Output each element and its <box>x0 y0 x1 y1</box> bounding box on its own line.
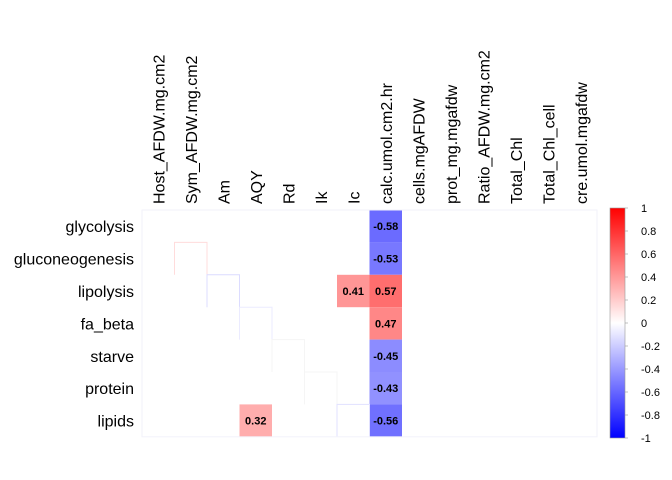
colorbar-tick-label: 0.8 <box>641 226 656 238</box>
row-label: fa_beta <box>81 316 134 333</box>
column-label: Sym_AFDW.mg.cm2 <box>184 55 201 204</box>
row-label: protein <box>85 381 134 398</box>
colorbar-tick-label: -0.2 <box>641 341 660 353</box>
colorbar: 1 0.8 0.6 0.4 0.2 0 -0.2 -0.4 -0.6 -0.8 -1 <box>609 203 660 445</box>
column-label: Ic <box>346 192 363 204</box>
grid-line <box>304 371 338 405</box>
grid-line <box>174 241 208 275</box>
column-label: cells.mgAFDW <box>411 97 428 204</box>
column-label: cre.umol.mgafdw <box>574 82 591 204</box>
heatmap-cell <box>369 339 402 372</box>
colorbar-tick-label: -1 <box>641 433 651 445</box>
colorbar-tick-label: 0 <box>641 318 647 330</box>
cell-value-label: -0.45 <box>373 351 398 363</box>
cell-value-label: 0.41 <box>343 286 364 298</box>
cell-value-label: 0.32 <box>245 416 266 428</box>
heatmap-cell <box>369 372 402 405</box>
heatmap-cell <box>239 404 272 437</box>
heatmap-cell <box>337 274 370 308</box>
cell-value-label: -0.43 <box>373 383 398 395</box>
cell-value-label: -0.58 <box>373 221 398 233</box>
heatmap-cells <box>239 210 402 437</box>
column-label: Ratio_AFDW.mg.cm2 <box>476 50 493 204</box>
cell-value-label: 0.57 <box>375 286 396 298</box>
cell-value-label: -0.53 <box>373 254 398 266</box>
row-label: lipolysis <box>78 284 134 301</box>
column-label: calc.umol.cm2.hr <box>379 82 396 204</box>
column-label: Ik <box>314 191 331 204</box>
row-label: glycolysis <box>66 219 134 236</box>
colorbar-tick-label: 0.2 <box>641 295 656 307</box>
column-label: Am <box>216 180 233 204</box>
colorbar-tick-label: -0.6 <box>641 387 660 399</box>
column-label: AQY <box>249 170 266 204</box>
grid-line <box>206 274 240 308</box>
row-label: starve <box>90 349 134 366</box>
heatmap-cell <box>369 242 402 275</box>
row-label: gluconeogenesis <box>14 252 134 269</box>
grid-line <box>271 339 305 372</box>
colorbar-tick-label: -0.8 <box>641 410 660 422</box>
heatmap-cell <box>369 274 402 308</box>
heatmap-grid <box>141 209 598 438</box>
row-labels: glycolysis gluconeogenesis lipolysis fa_bet… <box>14 219 134 430</box>
column-label: Total_Chl_cell <box>541 104 558 204</box>
cell-value-labels: -0.58 -0.53 0.41 0.57 0.47 -0.45 -0.43 0.32 -0.5… <box>245 221 398 427</box>
colorbar-tick-label: -0.4 <box>641 364 660 376</box>
column-label: Total_Chl <box>509 137 526 204</box>
heatmap-cell <box>369 307 402 340</box>
grid-frame <box>141 209 598 438</box>
column-label: prot_mg.mgafdw <box>444 84 461 204</box>
cell-value-label: -0.56 <box>373 416 398 428</box>
column-label: Rd <box>281 184 298 204</box>
colorbar-tick-label: 0.6 <box>641 249 656 261</box>
colorbar-gradient <box>610 208 625 438</box>
heatmap-cell <box>369 404 402 437</box>
column-labels: Host_AFDW.mg.cm2 Sym_AFDW.mg.cm2 Am AQY Rd Ik… <box>151 50 591 204</box>
column-label: Host_AFDW.mg.cm2 <box>151 55 168 204</box>
heatmap-cell <box>369 210 402 243</box>
colorbar-tick-label: 1 <box>641 203 647 215</box>
grid-line <box>239 306 273 340</box>
row-label: lipids <box>98 414 134 431</box>
cell-value-label: 0.47 <box>375 318 396 330</box>
colorbar-tick-label: 0.4 <box>641 272 656 284</box>
grid-line <box>336 403 370 437</box>
